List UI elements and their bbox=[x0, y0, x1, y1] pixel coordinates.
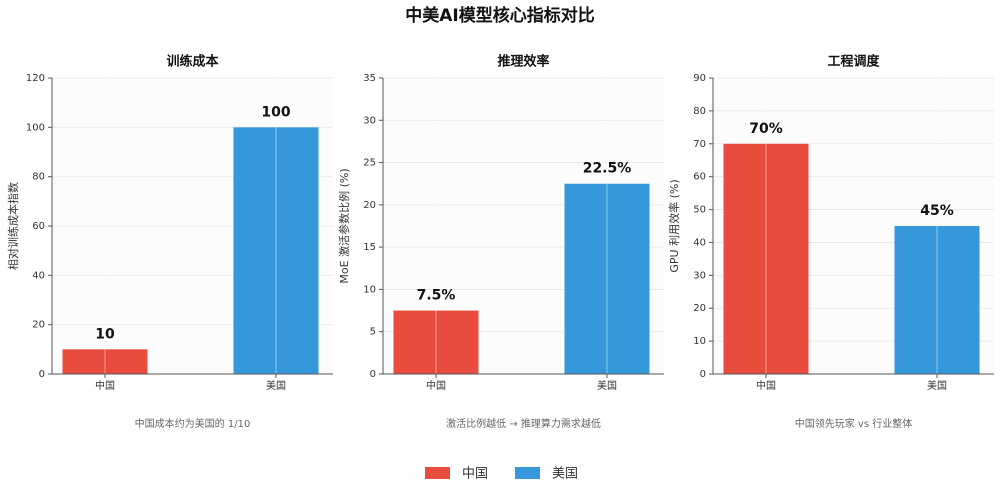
value-label: 22.5% bbox=[583, 161, 632, 177]
x-tick-label: 美国 bbox=[927, 379, 947, 392]
y-axis-title: GPU 利用效率 (%) bbox=[667, 179, 681, 272]
value-label: 100 bbox=[261, 104, 290, 120]
y-tick-label: 60 bbox=[693, 172, 706, 183]
x-tick-label: 中国 bbox=[95, 379, 115, 392]
y-tick-label: 30 bbox=[693, 270, 706, 281]
y-tick-label: 100 bbox=[26, 122, 45, 133]
y-tick-label: 20 bbox=[32, 320, 45, 331]
x-tick-label: 美国 bbox=[597, 379, 617, 392]
legend-label: 美国 bbox=[552, 467, 578, 482]
y-tick-label: 50 bbox=[693, 205, 706, 216]
y-tick-label: 30 bbox=[363, 115, 376, 126]
x-tick-label: 中国 bbox=[426, 379, 446, 392]
x-tick-label: 中国 bbox=[756, 379, 776, 392]
panel-title: 训练成本 bbox=[166, 54, 218, 70]
panel-note: 中国领先玩家 vs 行业整体 bbox=[795, 417, 913, 430]
panel-title: 工程调度 bbox=[827, 54, 880, 70]
value-label: 45% bbox=[920, 203, 954, 219]
y-axis-title: MoE 激活参数比例 (%) bbox=[337, 168, 351, 283]
y-tick-label: 60 bbox=[32, 221, 45, 232]
y-tick-label: 80 bbox=[32, 172, 45, 183]
y-tick-label: 35 bbox=[363, 73, 376, 84]
y-tick-label: 15 bbox=[363, 242, 376, 253]
y-tick-label: 25 bbox=[363, 158, 376, 169]
y-tick-label: 120 bbox=[26, 73, 45, 84]
x-tick-label: 美国 bbox=[266, 379, 286, 392]
legend-label: 中国 bbox=[462, 467, 488, 482]
y-tick-label: 0 bbox=[370, 369, 376, 380]
panel-note: 激活比例越低 → 推理算力需求越低 bbox=[446, 417, 601, 430]
y-tick-label: 0 bbox=[700, 369, 706, 380]
y-tick-label: 20 bbox=[363, 200, 376, 211]
y-axis-title: 相对训练成本指数 bbox=[6, 182, 20, 270]
y-tick-label: 10 bbox=[693, 336, 706, 347]
value-label: 70% bbox=[749, 121, 783, 137]
panel-title: 推理效率 bbox=[497, 54, 549, 70]
y-tick-label: 40 bbox=[32, 270, 45, 281]
legend-swatch bbox=[515, 467, 540, 479]
y-tick-label: 80 bbox=[693, 106, 706, 117]
y-tick-label: 70 bbox=[693, 139, 706, 150]
y-tick-label: 20 bbox=[693, 303, 706, 314]
legend-swatch bbox=[425, 467, 450, 479]
y-tick-label: 90 bbox=[693, 73, 706, 84]
y-tick-label: 5 bbox=[370, 327, 376, 338]
figure-title: 中美AI模型核心指标对比 bbox=[405, 5, 594, 26]
y-tick-label: 10 bbox=[363, 284, 376, 295]
y-tick-label: 40 bbox=[693, 237, 706, 248]
value-label: 7.5% bbox=[417, 288, 456, 304]
y-tick-label: 0 bbox=[39, 369, 45, 380]
value-label: 10 bbox=[95, 326, 115, 342]
panel-note: 中国成本约为美国的 1/10 bbox=[135, 417, 251, 430]
